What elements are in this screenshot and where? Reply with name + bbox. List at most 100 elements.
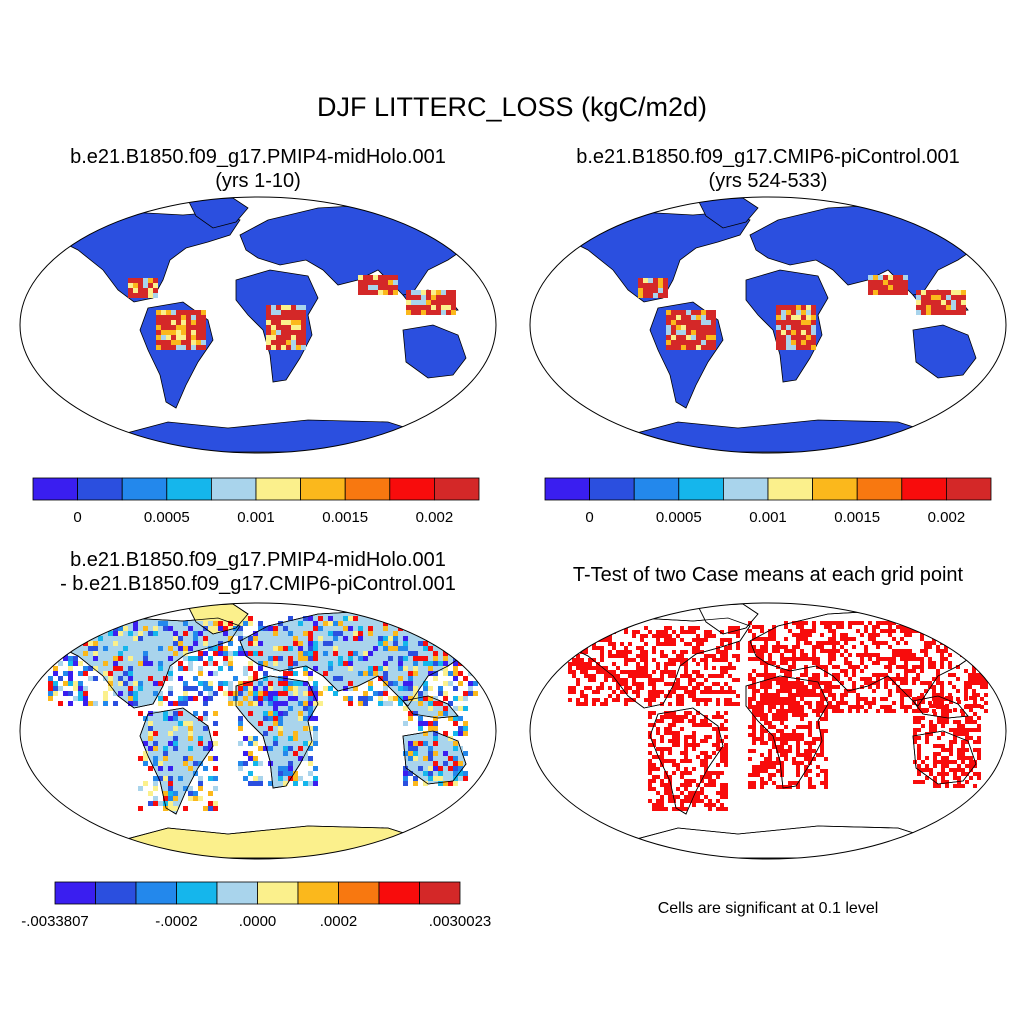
grid-cell <box>193 676 198 681</box>
grid-cell <box>408 651 413 656</box>
grid-cell <box>926 295 931 300</box>
significant-cell <box>933 744 937 748</box>
significant-cell <box>820 681 824 685</box>
grid-cell <box>286 325 291 330</box>
significant-cell <box>756 713 760 717</box>
grid-cell <box>283 771 288 776</box>
significant-cell <box>636 682 640 686</box>
significant-cell <box>832 709 836 713</box>
significant-cell <box>840 637 844 641</box>
significant-cell <box>884 621 888 625</box>
significant-cell <box>804 725 808 729</box>
grid-cell <box>961 295 966 300</box>
grid-cell <box>801 345 806 350</box>
panel2-title: b.e21.B1850.f09_g17.CMIP6-piControl.001 … <box>518 145 1018 193</box>
significant-cell <box>772 661 776 665</box>
significant-cell <box>796 765 800 769</box>
grid-cell <box>313 626 318 631</box>
grid-cell <box>296 315 301 320</box>
significant-cell <box>784 733 788 737</box>
grid-cell <box>453 716 458 721</box>
significant-cell <box>580 670 584 674</box>
grid-cell <box>883 285 888 290</box>
grid-cell <box>153 681 158 686</box>
grid-cell <box>281 320 286 325</box>
colorbar-swatch <box>589 477 635 501</box>
significant-cell <box>832 705 836 709</box>
significant-cell <box>972 625 976 629</box>
significant-cell <box>804 749 808 753</box>
grid-cell <box>333 691 338 696</box>
grid-cell <box>143 278 148 283</box>
significant-cell <box>929 724 933 728</box>
significant-cell <box>772 649 776 653</box>
grid-cell <box>273 696 278 701</box>
grid-cell <box>426 305 431 310</box>
significant-cell <box>704 775 708 779</box>
significant-cell <box>720 630 724 634</box>
grid-cell <box>433 721 438 726</box>
significant-cell <box>576 630 580 634</box>
grid-cell <box>191 345 196 350</box>
grid-cell <box>781 305 786 310</box>
grid-cell <box>258 651 263 656</box>
significant-cell <box>892 709 896 713</box>
significant-cell <box>696 686 700 690</box>
grid-cell <box>168 766 173 771</box>
significant-cell <box>984 693 988 697</box>
grid-cell <box>473 621 478 626</box>
significant-cell <box>692 795 696 799</box>
significant-cell <box>676 715 680 719</box>
grid-cell <box>288 771 293 776</box>
grid-cell <box>666 310 671 315</box>
significant-cell <box>840 697 844 701</box>
grid-cell <box>281 330 286 335</box>
grid-cell <box>213 766 218 771</box>
significant-cell <box>656 799 660 803</box>
significant-cell <box>568 638 572 642</box>
significant-cell <box>724 702 728 706</box>
significant-cell <box>648 771 652 775</box>
significant-cell <box>900 665 904 669</box>
significant-cell <box>600 666 604 670</box>
significant-cell <box>660 690 664 694</box>
significant-cell <box>824 681 828 685</box>
significant-cell <box>604 666 608 670</box>
significant-cell <box>969 756 973 760</box>
significant-cell <box>656 727 660 731</box>
grid-cell <box>273 691 278 696</box>
grid-cell <box>378 691 383 696</box>
grid-cell <box>276 330 281 335</box>
significant-cell <box>724 646 728 650</box>
grid-cell <box>286 315 291 320</box>
grid-cell <box>388 280 393 285</box>
grid-cell <box>393 290 398 295</box>
significant-cell <box>720 807 724 811</box>
significant-cell <box>720 795 724 799</box>
grid-cell <box>218 626 223 631</box>
significant-cell <box>804 665 808 669</box>
grid-cell <box>293 686 298 691</box>
grid-cell <box>158 666 163 671</box>
significant-cell <box>736 642 740 646</box>
significant-cell <box>784 753 788 757</box>
grid-cell <box>956 310 961 315</box>
significant-cell <box>676 739 680 743</box>
grid-cell <box>951 305 956 310</box>
significant-cell <box>860 705 864 709</box>
grid-cell <box>228 686 233 691</box>
grid-cell <box>293 696 298 701</box>
significant-cell <box>768 709 772 713</box>
grid-cell <box>776 335 781 340</box>
significant-cell <box>692 799 696 803</box>
significant-cell <box>676 731 680 735</box>
grid-cell <box>176 325 181 330</box>
significant-cell <box>844 689 848 693</box>
grid-cell <box>403 771 408 776</box>
significant-cell <box>780 701 784 705</box>
grid-cell <box>243 736 248 741</box>
significant-cell <box>872 629 876 633</box>
grid-cell <box>191 340 196 345</box>
significant-cell <box>828 701 832 705</box>
significant-cell <box>684 795 688 799</box>
